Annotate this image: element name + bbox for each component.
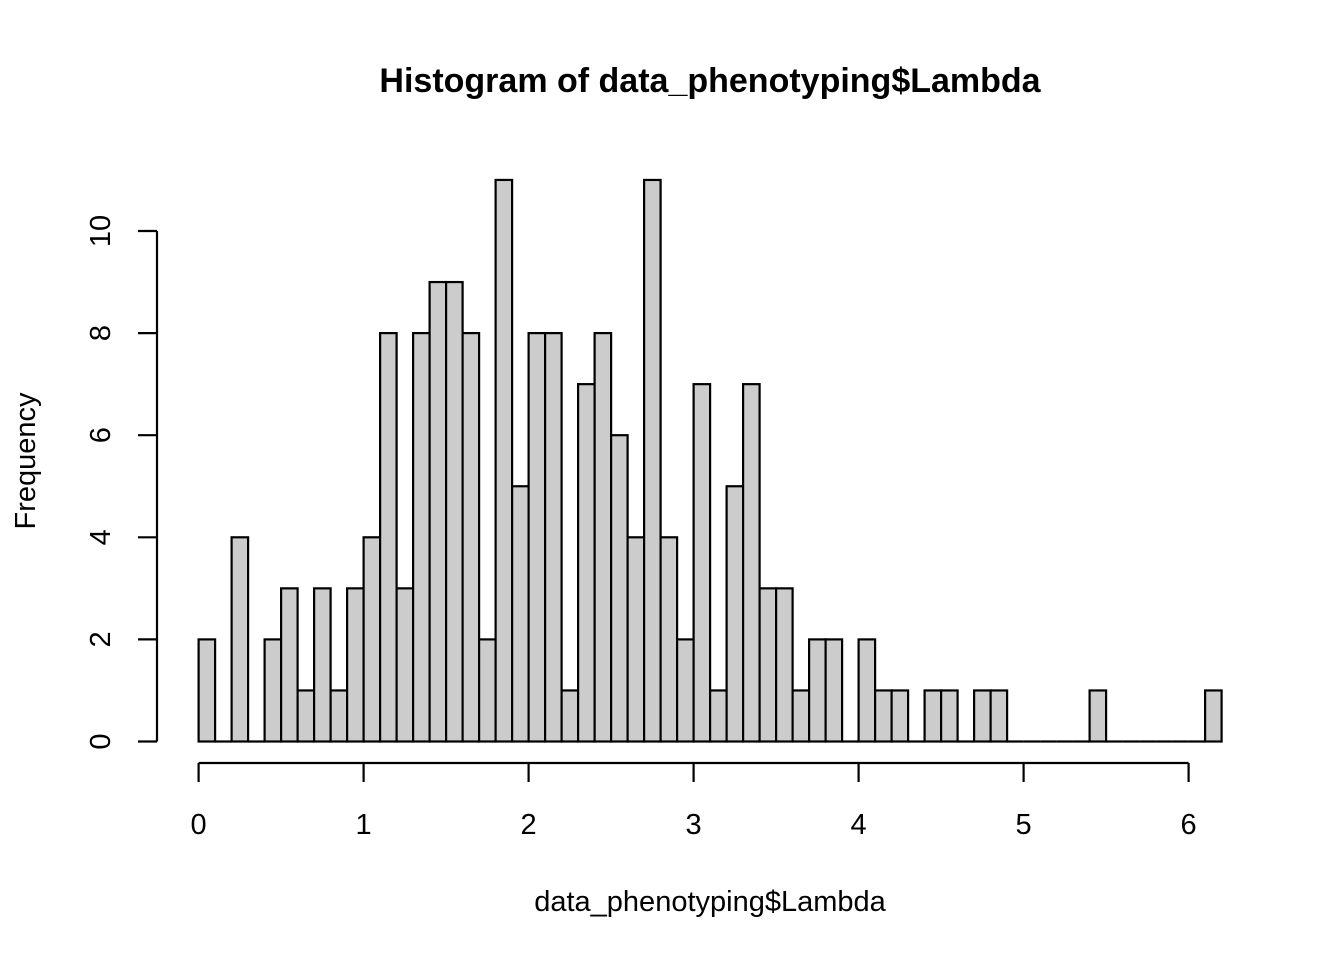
histogram-bar xyxy=(494,178,514,743)
histogram-bar xyxy=(329,689,349,743)
histogram-bar xyxy=(412,332,431,743)
histogram-bar xyxy=(708,689,728,743)
histogram-bar xyxy=(1088,689,1108,743)
histogram-bar xyxy=(642,178,662,743)
histogram-bar xyxy=(576,383,596,743)
histogram-bar xyxy=(890,689,910,743)
histogram-bar xyxy=(362,536,382,743)
y-tick-label: 6 xyxy=(85,427,117,443)
histogram-bar xyxy=(280,587,299,743)
x-axis: 0 1 2 3 4 5 6 xyxy=(191,761,1197,841)
y-tick-label: 0 xyxy=(85,733,117,749)
x-axis-label: data_phenotyping$Lambda xyxy=(534,886,886,918)
x-tick-label: 6 xyxy=(1181,809,1197,841)
histogram-bar xyxy=(758,587,778,743)
histogram-bar xyxy=(659,536,679,743)
y-tick-label: 10 xyxy=(85,215,117,247)
y-axis: 0 2 4 6 8 10 xyxy=(85,215,159,750)
histogram-bar xyxy=(510,485,530,743)
x-tick-label: 2 xyxy=(521,809,537,841)
y-tick-label: 4 xyxy=(85,529,117,545)
histogram-bar xyxy=(609,434,629,743)
histogram-bar xyxy=(675,638,695,743)
histogram-bar xyxy=(807,638,827,743)
histogram-bar xyxy=(379,332,398,743)
x-tick-label: 4 xyxy=(851,809,867,841)
histogram-bar xyxy=(296,689,316,743)
x-tick-label: 3 xyxy=(686,809,702,841)
histogram-bar xyxy=(873,689,893,743)
histogram-bar xyxy=(725,485,745,743)
histogram-bar xyxy=(972,689,992,743)
y-tick-label: 8 xyxy=(85,325,117,341)
histogram-bar xyxy=(543,332,563,743)
histogram-bar xyxy=(741,383,761,743)
histogram-bar xyxy=(527,332,547,743)
y-axis-label: Frequency xyxy=(10,392,42,530)
histogram-bar xyxy=(478,638,497,743)
histogram-bar xyxy=(857,638,877,743)
y-tick-label: 2 xyxy=(85,631,117,647)
x-tick-label: 0 xyxy=(191,809,207,841)
histogram-bar xyxy=(560,689,580,743)
histogram-bar xyxy=(395,587,415,743)
histogram-bars xyxy=(197,178,1223,743)
histogram-bar xyxy=(197,638,217,743)
histogram-bar xyxy=(824,638,844,743)
x-tick-label: 5 xyxy=(1016,809,1032,841)
histogram-bar xyxy=(1203,689,1223,743)
histogram-bar xyxy=(461,332,481,743)
histogram-bar xyxy=(626,536,646,743)
histogram-bar xyxy=(428,280,448,743)
histogram-bar xyxy=(989,689,1009,743)
histogram-bar xyxy=(774,587,794,743)
histogram-bar xyxy=(593,332,613,743)
histogram-bar xyxy=(923,689,943,743)
histogram-bar xyxy=(791,689,811,743)
histogram-bar xyxy=(313,587,332,743)
histogram-bar xyxy=(939,689,959,743)
histogram-bar xyxy=(263,638,283,743)
histogram-bar xyxy=(692,383,712,743)
histogram-bar xyxy=(445,280,464,743)
histogram-bar xyxy=(230,536,250,743)
chart-title: Histogram of data_phenotyping$Lambda xyxy=(379,62,1041,100)
x-tick-label: 1 xyxy=(356,809,372,841)
histogram-bar xyxy=(346,587,365,743)
